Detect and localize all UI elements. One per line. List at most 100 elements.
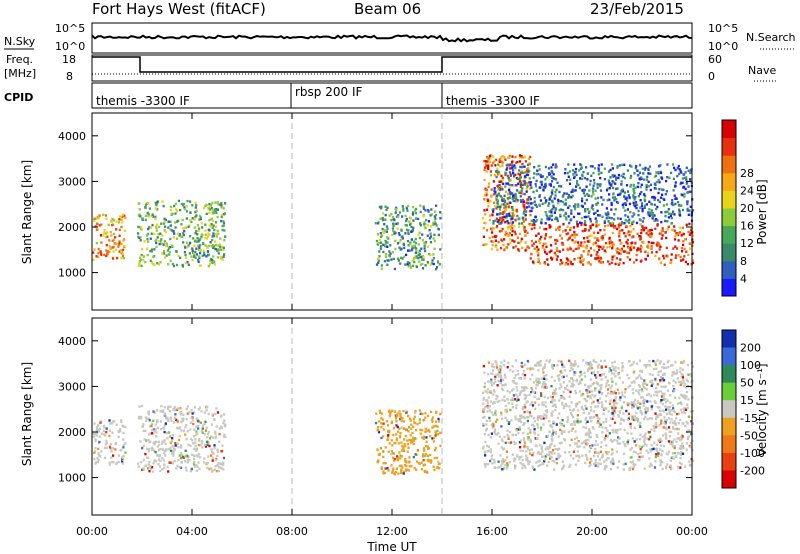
velocity-echo-cell bbox=[506, 429, 509, 432]
velocity-echo-cell bbox=[538, 381, 542, 384]
power-echo-cell bbox=[645, 226, 648, 230]
velocity-echo-cell bbox=[590, 459, 593, 463]
velocity-echo-cell bbox=[503, 359, 506, 362]
velocity-echo-cell bbox=[659, 459, 662, 462]
velocity-echo-cell bbox=[606, 380, 609, 383]
velocity-echo-cell bbox=[654, 412, 657, 415]
velocity-echo-cell bbox=[516, 395, 519, 398]
power-echo-cell bbox=[403, 255, 406, 258]
velocity-echo-cell bbox=[94, 439, 97, 443]
power-echo-cell bbox=[598, 183, 601, 186]
velocity-echo-cell bbox=[525, 386, 528, 390]
velocity-echo-cell bbox=[559, 395, 562, 399]
power-echo-cell bbox=[588, 240, 591, 243]
velocity-echo-cell bbox=[195, 425, 198, 428]
power-echo-cell bbox=[560, 237, 563, 240]
velocity-echo-cell bbox=[665, 437, 668, 440]
power-echo-cell bbox=[655, 244, 659, 247]
velocity-echo-cell bbox=[483, 371, 486, 374]
power-echo-cell bbox=[617, 193, 620, 196]
power-echo-cell bbox=[102, 234, 105, 237]
power-echo-cell bbox=[685, 178, 688, 181]
velocity-echo-cell bbox=[598, 417, 601, 420]
velocity-echo-cell bbox=[611, 365, 614, 368]
velocity-echo-cell bbox=[500, 425, 503, 428]
velocity-echo-cell bbox=[412, 418, 416, 421]
power-echo-cell bbox=[599, 176, 602, 180]
velocity-echo-cell bbox=[388, 429, 391, 433]
velocity-echo-cell bbox=[526, 359, 529, 363]
power-echo-cell bbox=[405, 253, 408, 257]
velocity-echo-cell bbox=[400, 471, 403, 474]
velocity-echo-cell bbox=[185, 407, 188, 411]
velocity-echo-cell bbox=[597, 462, 600, 465]
velocity-echo-cell bbox=[604, 466, 607, 469]
velocity-echo-cell bbox=[174, 444, 177, 447]
power-echo-cell bbox=[538, 168, 541, 171]
power-echo-cell bbox=[403, 246, 406, 250]
velocity-echo-cell bbox=[638, 393, 641, 396]
power-echo-cell bbox=[606, 246, 609, 249]
power-echo-cell bbox=[664, 219, 667, 223]
power-echo-cell bbox=[391, 227, 394, 230]
velocity-echo-cell bbox=[158, 443, 161, 447]
velocity-echo-cell bbox=[529, 428, 532, 432]
velocity-echo-cell bbox=[495, 397, 498, 401]
power-echo-cell bbox=[544, 222, 547, 225]
velocity-echo-cell bbox=[591, 371, 594, 375]
velocity-echo-cell bbox=[384, 446, 387, 449]
velocity-echo-cell bbox=[544, 447, 547, 451]
velocity-echo-cell bbox=[604, 376, 607, 379]
power-echo-cell bbox=[589, 263, 592, 266]
velocity-echo-cell bbox=[613, 372, 616, 375]
power-echo-cell bbox=[676, 174, 679, 178]
velocity-echo-cell bbox=[159, 469, 162, 473]
power-echo-cell bbox=[390, 213, 393, 216]
power-echo-cell bbox=[674, 256, 677, 260]
power-echo-cell bbox=[641, 207, 644, 211]
velocity-echo-cell bbox=[575, 436, 579, 439]
velocity-echo-cell bbox=[536, 416, 539, 420]
velocity-echo-cell bbox=[638, 374, 641, 377]
velocity-echo-cell bbox=[521, 463, 524, 466]
velocity-echo-cell bbox=[409, 419, 412, 422]
velocity-echo-cell bbox=[203, 433, 206, 436]
power-echo-cell bbox=[112, 219, 115, 222]
power-echo-cell bbox=[507, 188, 511, 192]
power-echo-cell bbox=[534, 185, 538, 188]
power-echo-cell bbox=[563, 172, 567, 175]
power-echo-cell bbox=[534, 203, 537, 206]
power-echo-cell bbox=[182, 233, 185, 237]
power-echo-cell bbox=[209, 241, 212, 244]
velocity-echo-cell bbox=[429, 461, 432, 464]
power-echo-cell bbox=[488, 218, 491, 222]
velocity-echo-cell bbox=[659, 390, 662, 393]
power-echo-cell bbox=[168, 250, 171, 254]
velocity-echo-cell bbox=[420, 468, 423, 471]
power-echo-cell bbox=[383, 229, 386, 232]
power-echo-cell bbox=[618, 262, 621, 265]
velocity-echo-cell bbox=[681, 394, 684, 397]
velocity-echo-cell bbox=[582, 359, 585, 362]
power-echo-cell bbox=[494, 164, 497, 167]
velocity-echo-cell bbox=[660, 399, 663, 402]
velocity-echo-cell bbox=[190, 408, 193, 412]
power-echo-cell bbox=[562, 230, 565, 233]
power-echo-cell bbox=[211, 226, 214, 229]
velocity-echo-cell bbox=[673, 445, 676, 448]
velocity-echo-cell bbox=[184, 433, 187, 436]
velocity-echo-cell bbox=[142, 467, 145, 470]
velocity-echo-cell bbox=[573, 371, 576, 374]
power-echo-cell bbox=[581, 189, 584, 192]
power-echo-cell bbox=[664, 231, 667, 234]
velocity-echo-cell bbox=[109, 422, 112, 425]
power-echo-cell bbox=[677, 164, 680, 168]
power-echo-cell bbox=[672, 177, 675, 181]
power-echo-cell bbox=[548, 183, 551, 186]
velocity-echo-cell bbox=[583, 397, 586, 401]
velocity-echo-cell bbox=[562, 464, 566, 467]
velocity-echo-cell bbox=[186, 412, 189, 415]
velocity-echo-cell bbox=[92, 435, 95, 438]
power-echo-cell bbox=[530, 209, 533, 213]
power-echo-cell bbox=[219, 243, 222, 246]
